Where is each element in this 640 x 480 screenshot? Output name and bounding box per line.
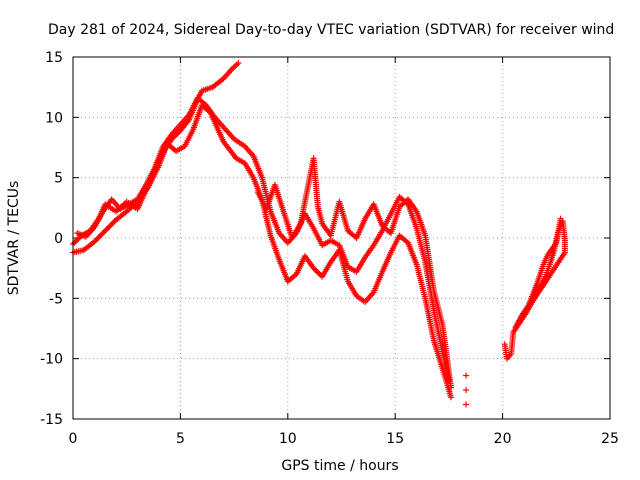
plot-frame [72, 56, 611, 420]
x-axis-label: GPS time / hours [281, 458, 398, 474]
x-tick-label: 25 [601, 431, 619, 447]
x-tick-label: 20 [494, 431, 512, 447]
data-point-track-a [103, 226, 110, 233]
data-point-isolated-points [463, 372, 470, 379]
x-tick-label: 0 [69, 431, 78, 447]
data-point-track-a [235, 60, 242, 67]
data-point-track-b [313, 267, 320, 274]
x-tick-label: 15 [386, 431, 404, 447]
data-point-track-b [448, 394, 455, 401]
chart-title: Day 281 of 2024, Sidereal Day-to-day VTE… [48, 22, 614, 38]
y-tick-label: -10 [40, 352, 63, 368]
data-point-track-a [91, 238, 98, 245]
x-tick-label: 5 [176, 431, 185, 447]
data-point-isolated-points [463, 387, 470, 394]
data-point-track-a [108, 220, 115, 227]
data-point-track-a [99, 230, 106, 237]
data-point-late-track [557, 215, 564, 222]
tick-layer: 0 5 10 15 20 25 -15 -10 -5 0 5 10 15 [40, 50, 619, 447]
data-point-track-a [98, 231, 105, 238]
y-tick-label: -5 [49, 291, 63, 307]
y-tick-label: 0 [54, 231, 63, 247]
data-marker-layer [70, 60, 568, 408]
data-point-track-d [448, 384, 455, 391]
data-point-track-a [106, 223, 113, 230]
y-tick-label: -15 [40, 412, 63, 428]
data-point-track-a [95, 234, 102, 241]
data-point-track-b [71, 239, 78, 246]
x-tick-label: 10 [279, 431, 297, 447]
y-tick-label: 10 [45, 110, 63, 126]
data-point-track-a [107, 222, 114, 229]
data-point-track-b [316, 270, 323, 277]
data-point-track-a [92, 237, 99, 244]
data-point-track-b [314, 269, 321, 276]
y-axis-label: SDTVAR / TECUs [6, 181, 22, 296]
data-point-track-a [110, 219, 117, 226]
grid-layer [73, 57, 610, 419]
y-tick-label: 15 [45, 50, 63, 66]
y-tick-label: 5 [54, 171, 63, 187]
data-point-track-a [94, 235, 101, 242]
data-point-track-a [104, 225, 111, 232]
data-point-track-b [72, 238, 79, 245]
data-point-track-a [96, 233, 103, 240]
data-point-track-a [100, 229, 107, 236]
data-point-track-a [102, 227, 109, 234]
data-point-isolated-points [463, 401, 470, 408]
